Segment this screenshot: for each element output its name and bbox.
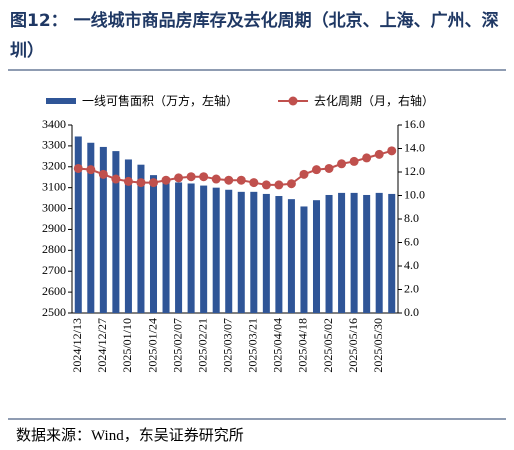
bar <box>312 200 321 313</box>
marker <box>136 178 146 188</box>
marker <box>236 175 246 185</box>
bar <box>200 185 208 313</box>
source: 数据来源：Wind，东吴证券研究所 <box>16 428 244 444</box>
x-tick-label: 2025/05/16 <box>346 318 360 373</box>
y-tick-label: 2500 <box>42 305 66 319</box>
x-tick-label: 2025/01/24 <box>145 318 159 373</box>
bar <box>300 206 308 313</box>
legend-swatch <box>46 98 76 104</box>
marker <box>249 178 259 188</box>
y-tick-label: 2900 <box>42 221 66 235</box>
marker <box>174 173 184 183</box>
marker <box>274 180 284 190</box>
y2-tick-label: 4.0 <box>404 258 419 272</box>
x-tick-label: 2025/03/07 <box>220 318 234 373</box>
x-tick-label: 2025/02/21 <box>195 318 209 373</box>
bar <box>74 136 82 313</box>
bar <box>287 199 295 313</box>
x-tick-label: 2025/03/21 <box>246 318 260 373</box>
marker <box>123 176 133 186</box>
marker <box>261 180 271 190</box>
marker <box>224 175 234 185</box>
marker <box>312 165 321 175</box>
chart-title: 图12： 一线城市商品房库存及去化周期（北京、上海、广州、深圳） <box>10 11 499 61</box>
bar <box>275 196 283 313</box>
bar <box>124 159 132 313</box>
y2-tick-label: 2.0 <box>404 281 419 295</box>
bar <box>225 189 233 313</box>
bar <box>388 193 396 313</box>
marker <box>337 159 347 169</box>
marker <box>149 178 158 188</box>
x-tick-label: 2025/05/30 <box>371 318 385 373</box>
bar <box>363 194 371 313</box>
bar <box>87 142 95 313</box>
x-tick-label: 2024/12/27 <box>95 318 109 373</box>
bar <box>338 192 346 313</box>
y-tick-label: 3400 <box>42 117 66 131</box>
y2-tick-label: 0.0 <box>404 305 419 319</box>
y2-tick-label: 12.0 <box>404 164 425 178</box>
marker <box>98 169 108 179</box>
marker <box>299 169 309 179</box>
marker <box>374 149 384 159</box>
marker <box>111 174 121 184</box>
bar <box>212 187 220 313</box>
marker <box>362 153 372 163</box>
legend-swatch <box>288 96 298 106</box>
bar <box>162 180 170 313</box>
marker <box>286 179 296 189</box>
marker <box>186 172 196 182</box>
y-tick-label: 2700 <box>42 263 66 277</box>
marker <box>86 165 96 175</box>
bar <box>262 193 270 313</box>
y-tick-label: 3300 <box>42 138 66 152</box>
x-tick-label: 2025/04/18 <box>296 318 310 373</box>
y-tick-label: 3200 <box>42 159 66 173</box>
marker <box>387 146 397 156</box>
bar <box>375 192 383 313</box>
y-tick-label: 2800 <box>42 242 66 256</box>
bar <box>137 164 145 313</box>
y2-tick-label: 14.0 <box>404 140 425 154</box>
x-tick-label: 2024/12/13 <box>70 318 84 373</box>
marker <box>161 175 171 185</box>
bar <box>112 151 120 313</box>
bar <box>350 192 358 313</box>
x-tick-label: 2025/01/10 <box>120 318 134 373</box>
bar <box>99 146 107 313</box>
y2-tick-label: 8.0 <box>404 211 419 225</box>
bar <box>250 191 258 313</box>
bar <box>325 194 333 313</box>
legend-label: 一线可售面积（万方，左轴） <box>82 93 238 108</box>
y-tick-label: 3000 <box>42 200 66 214</box>
y2-tick-label: 6.0 <box>404 234 419 248</box>
marker <box>73 163 83 173</box>
x-tick-label: 2025/05/02 <box>321 318 335 373</box>
bar <box>237 191 245 313</box>
marker <box>211 174 221 184</box>
x-tick-label: 2025/04/04 <box>271 318 285 373</box>
marker <box>324 163 334 173</box>
y-tick-label: 3100 <box>42 179 66 193</box>
y2-tick-label: 16.0 <box>404 117 425 131</box>
bar <box>187 183 195 313</box>
x-tick-label: 2025/02/07 <box>170 318 184 373</box>
y2-tick-label: 10.0 <box>404 187 425 201</box>
y-tick-label: 2600 <box>42 284 66 298</box>
legend-label: 去化周期（月，右轴） <box>314 93 434 108</box>
bar <box>175 182 183 313</box>
bar <box>149 175 158 313</box>
marker <box>349 156 359 166</box>
marker <box>199 172 209 182</box>
